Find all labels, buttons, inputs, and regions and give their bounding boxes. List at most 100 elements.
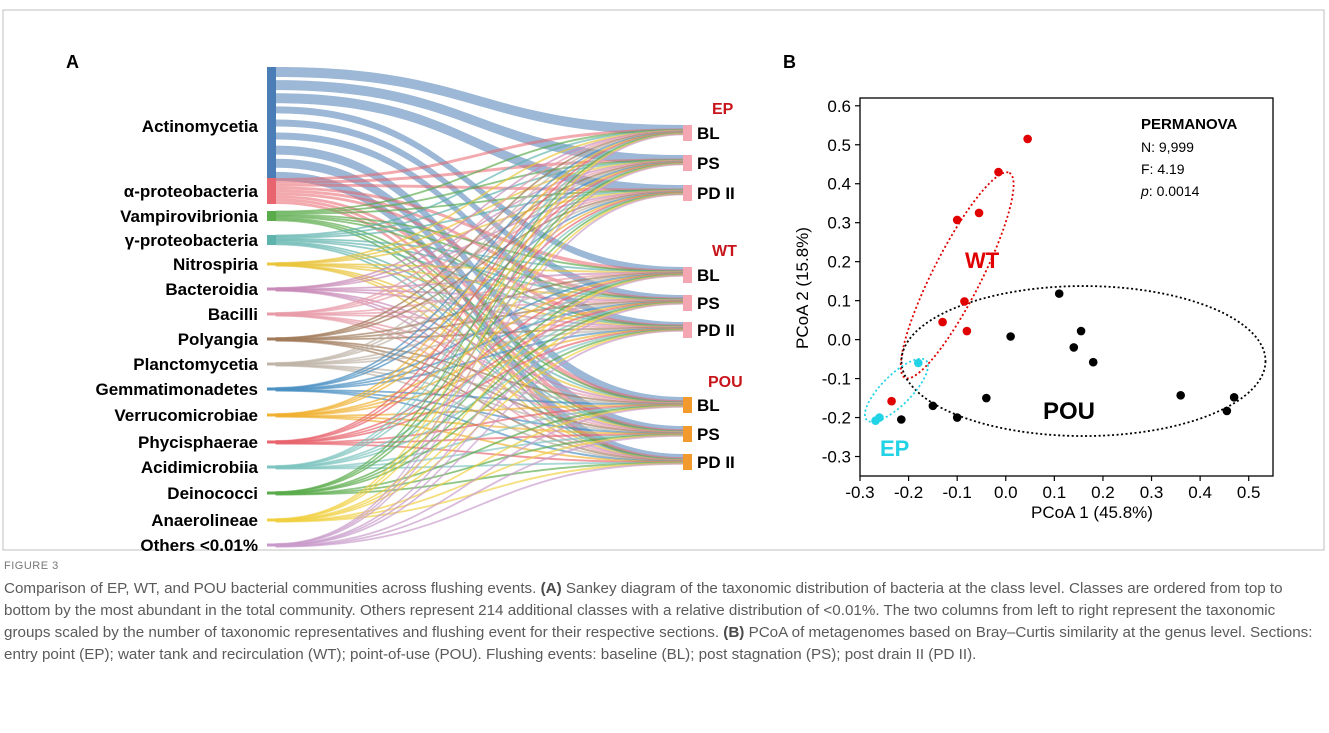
data-point <box>952 413 962 422</box>
sankey-source-node <box>267 543 276 547</box>
plot-frame <box>859 97 1274 477</box>
sankey-source-label: Verrucomicrobiae <box>114 406 258 425</box>
sankey-flows <box>275 67 684 548</box>
caption-tag-a: (A) <box>540 580 562 597</box>
sankey-group-label: WT <box>712 243 737 260</box>
sankey-source-node <box>267 465 276 469</box>
sankey-source-label: Phycisphaerae <box>138 433 258 452</box>
data-point <box>982 393 991 403</box>
data-point <box>994 167 1003 177</box>
sankey-target-label: PD II <box>697 453 735 472</box>
permanova-n: N: 9,999 <box>1141 139 1194 155</box>
confidence-ellipse <box>900 285 1267 437</box>
sankey-target-node <box>683 397 692 413</box>
sankey-flow <box>276 128 683 181</box>
sankey-source-node <box>267 491 276 495</box>
sankey-flow <box>276 186 683 274</box>
data-point <box>952 215 962 225</box>
data-point <box>1222 406 1232 416</box>
figure-border <box>2 9 1325 551</box>
panel-label-b: B <box>783 52 796 72</box>
sankey-target-label: BL <box>697 396 720 415</box>
data-point <box>962 326 972 336</box>
x-tick-label: 0.5 <box>1237 483 1261 502</box>
permanova-f: F: 4.19 <box>1141 161 1185 177</box>
y-tick-label: -0.3 <box>822 448 851 467</box>
data-point <box>914 358 923 368</box>
sankey-flow <box>276 119 683 302</box>
x-tick-label: -0.1 <box>943 483 972 502</box>
pcoa-plot: -0.3 -0.2 -0.1 0.0 0.1 0.2 0.3 0.4 0.5 -0.3 -0.2 -0… <box>793 97 1274 522</box>
caption-tag-b: (B) <box>723 624 745 641</box>
y-axis-label: PCoA 2 (15.8%) <box>793 227 812 349</box>
x-tick-label: 0.3 <box>1140 483 1164 502</box>
sankey-nodes <box>267 67 692 547</box>
data-point <box>871 416 880 425</box>
data-point <box>1054 289 1064 298</box>
sankey-diagram: Actinomycetia α-proteobacteria Vampirovibr… <box>96 67 743 555</box>
data-point <box>974 208 984 218</box>
sankey-target-node <box>683 295 692 311</box>
sankey-target-label: BL <box>697 124 720 143</box>
data-point <box>897 415 906 424</box>
sankey-target-label: PS <box>697 425 720 444</box>
sankey-source-label: Acidimicrobiia <box>141 458 259 477</box>
sankey-flow <box>276 106 683 274</box>
y-tick-label: -0.1 <box>822 370 851 389</box>
sankey-source-label: γ-proteobacteria <box>125 231 259 250</box>
sankey-target-label: PS <box>697 154 720 173</box>
data-point <box>960 297 969 306</box>
sankey-source-label: α-proteobacteria <box>124 182 259 201</box>
x-tick-label: 0.0 <box>994 483 1018 502</box>
y-tick-label: 0.0 <box>827 331 851 350</box>
confidence-ellipse <box>864 357 929 423</box>
sankey-flow <box>276 67 683 135</box>
data-point <box>1229 392 1239 402</box>
y-tick-label: 0.2 <box>827 253 851 272</box>
x-tick-label: 0.4 <box>1188 483 1212 502</box>
data-point <box>1069 343 1079 352</box>
sankey-source-node <box>267 287 276 291</box>
data-point <box>887 396 896 406</box>
sankey-source-node <box>267 178 276 204</box>
sankey-source-label: Planctomycetia <box>133 355 258 374</box>
sankey-target-label: BL <box>697 266 720 285</box>
x-tick-label: 0.2 <box>1091 483 1115 502</box>
sankey-source-node <box>267 518 276 522</box>
sankey-source-node <box>267 362 276 366</box>
sankey-source-node <box>267 337 276 341</box>
figure-caption: FIGURE 3 Comparison of EP, WT, and POU b… <box>4 560 1319 666</box>
data-point <box>928 401 938 411</box>
y-tick-label: 0.4 <box>827 175 851 194</box>
sankey-target-label: PD II <box>697 184 735 203</box>
group-label: WT <box>965 248 1000 273</box>
sankey-group-label: EP <box>712 101 734 118</box>
x-axis-label: PCoA 1 (45.8%) <box>1031 503 1153 522</box>
x-tick-label: -0.2 <box>894 483 923 502</box>
y-tick-label: 0.6 <box>827 97 851 116</box>
caption-label: FIGURE 3 <box>4 560 59 572</box>
sankey-source-label: Anaerolineae <box>151 511 258 530</box>
sankey-source-label: Vampirovibrionia <box>120 207 258 226</box>
caption-part-1: Comparison of EP, WT, and POU bacterial … <box>4 580 541 597</box>
sankey-flow <box>276 93 683 195</box>
sankey-target-node <box>683 426 692 442</box>
x-tick-label: -0.3 <box>845 483 874 502</box>
y-tick-label: 0.1 <box>827 292 851 311</box>
group-label: POU <box>1043 398 1095 425</box>
sankey-source-node <box>267 262 276 266</box>
sankey-labels: Actinomycetia α-proteobacteria Vampirovibr… <box>96 101 743 555</box>
y-tick-label: 0.5 <box>827 136 851 155</box>
sankey-target-node <box>683 185 692 201</box>
sankey-target-node <box>683 454 692 470</box>
data-point <box>1088 357 1098 367</box>
sankey-source-label: Polyangia <box>178 330 259 349</box>
caption-part-3: PCoA of metagenomes based on Bray–Curtis… <box>4 624 1313 663</box>
sankey-source-label: Actinomycetia <box>142 117 259 136</box>
sankey-source-node <box>267 235 276 245</box>
sankey-source-label: Gemmatimonadetes <box>96 380 259 399</box>
sankey-target-node <box>683 322 692 338</box>
sankey-source-label: Nitrospiria <box>173 255 259 274</box>
data-point <box>1176 391 1185 400</box>
permanova-title: PERMANOVA <box>1141 116 1238 133</box>
